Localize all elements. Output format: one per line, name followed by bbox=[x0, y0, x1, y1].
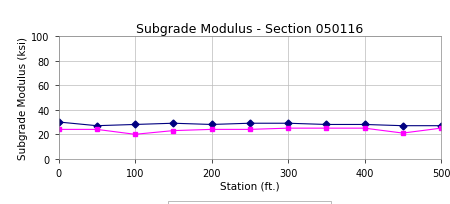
5/11/2005 bbox=[285, 127, 291, 130]
3/16/1994 bbox=[362, 124, 367, 126]
5/11/2005 bbox=[324, 127, 329, 130]
5/11/2005 bbox=[94, 129, 99, 131]
Title: Subgrade Modulus - Section 050116: Subgrade Modulus - Section 050116 bbox=[136, 23, 364, 35]
5/11/2005 bbox=[56, 129, 61, 131]
3/16/1994 bbox=[400, 125, 405, 127]
5/11/2005 bbox=[438, 127, 444, 130]
5/11/2005 bbox=[171, 130, 176, 132]
Y-axis label: Subgrade Modulus (ksi): Subgrade Modulus (ksi) bbox=[18, 37, 28, 159]
5/11/2005 bbox=[400, 132, 405, 135]
3/16/1994 bbox=[94, 125, 99, 127]
X-axis label: Station (ft.): Station (ft.) bbox=[220, 181, 279, 191]
5/11/2005 bbox=[132, 133, 138, 136]
5/11/2005 bbox=[209, 129, 214, 131]
3/16/1994 bbox=[171, 122, 176, 125]
3/16/1994 bbox=[324, 124, 329, 126]
3/16/1994 bbox=[438, 125, 444, 127]
3/16/1994 bbox=[285, 122, 291, 125]
3/16/1994 bbox=[56, 121, 61, 124]
5/11/2005 bbox=[362, 127, 367, 130]
3/16/1994 bbox=[209, 124, 214, 126]
Line: 5/11/2005: 5/11/2005 bbox=[56, 126, 443, 137]
Legend: 3/16/1994, 5/11/2005: 3/16/1994, 5/11/2005 bbox=[168, 201, 331, 204]
3/16/1994 bbox=[132, 124, 138, 126]
3/16/1994 bbox=[247, 122, 252, 125]
5/11/2005 bbox=[247, 129, 252, 131]
Line: 3/16/1994: 3/16/1994 bbox=[56, 120, 443, 129]
